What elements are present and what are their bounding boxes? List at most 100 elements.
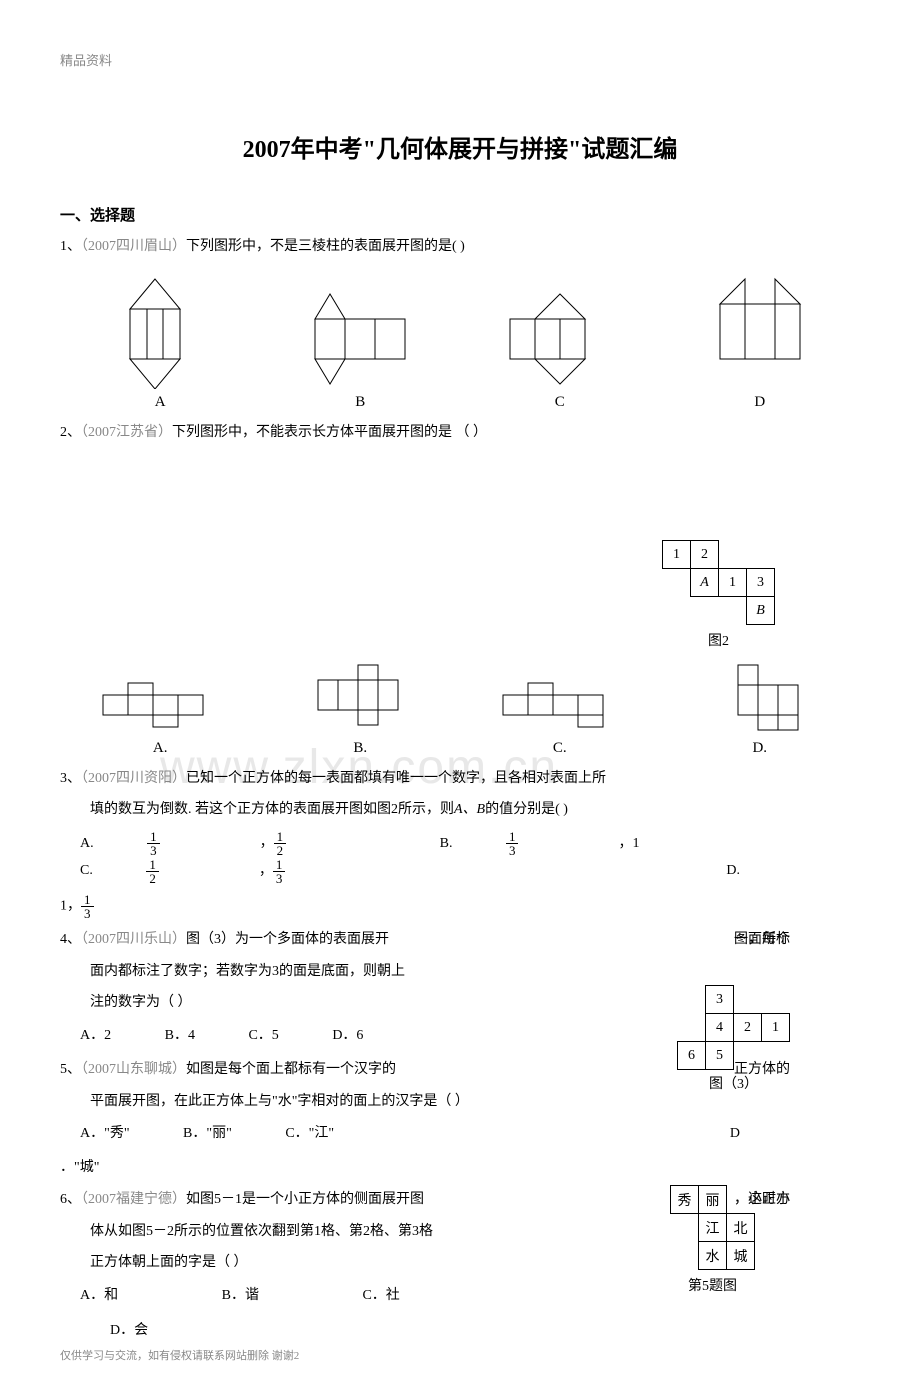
q6-line2: 体从如图5－2所示的位置依次翻到第1格、第2格、第3格 ，这时小	[90, 1220, 860, 1244]
label-b: B.	[353, 740, 367, 757]
cell: 1	[762, 1014, 790, 1042]
q3-optd-cont: 1，13	[60, 893, 860, 920]
cell: 4	[706, 1014, 734, 1042]
opt-c: C．社	[362, 1283, 399, 1310]
opt-d: D	[730, 1121, 740, 1148]
opt-b: B．4	[165, 1023, 195, 1050]
q1-labels: A B C D	[60, 394, 860, 411]
fig2: 1 2 A 1 3 B 图2	[662, 540, 775, 650]
q-text: 面内都标注了数字；若数字为3的面是底面，则朝上	[90, 964, 405, 979]
cell-empty	[691, 597, 719, 625]
q6-optd: D．会	[110, 1318, 860, 1345]
q-num: 1、	[60, 239, 81, 254]
q-source: （2007四川资阳）	[81, 771, 186, 786]
cell: 2	[734, 1014, 762, 1042]
opt-d: D．会	[110, 1318, 148, 1345]
q1: 1、（2007四川眉山）下列图形中，不是三棱柱的表面展开图的是( )	[60, 235, 860, 259]
q-text: 体从如图5－2所示的位置依次翻到第1格、第2格、第3格	[90, 1224, 433, 1239]
cell-empty	[719, 597, 747, 625]
q-text: 如图5－1是一个小正方体的侧面展开图	[186, 1192, 424, 1207]
opt-b: B. 13，1	[440, 830, 690, 857]
q-num: 3、	[60, 771, 81, 786]
cell: 2	[691, 541, 719, 569]
q3-options: A. 13，12 B. 13，1 C. 12，13 D.	[80, 830, 860, 885]
fig5-label: 第5题图	[670, 1275, 755, 1295]
opt-d: D．6	[332, 1023, 363, 1050]
q2-labels: A. B. C. D.	[60, 740, 860, 757]
q5-line2: 平面展开图，在此正方体上与"水"字相对的面上的汉字是（ ）	[90, 1090, 860, 1114]
footer-text: 仅供学习与交流，如有侵权请联系网站删除 谢谢	[60, 1350, 294, 1362]
q-text-r: ，这时小	[734, 1188, 790, 1212]
cell-empty	[719, 541, 747, 569]
opt-a: A．2	[80, 1023, 111, 1050]
label-d: D.	[752, 740, 767, 757]
q1-diagram-b	[295, 289, 415, 389]
fig2-label: 图2	[662, 630, 775, 650]
q2: 2、（2007江苏省）下列图形中，不能表示长方体平面展开图的是 （ ）	[60, 421, 860, 445]
cell: 1	[663, 541, 691, 569]
q-source: （2007山东聊城）	[81, 1062, 186, 1077]
label-d: D	[754, 394, 765, 411]
label-a: A	[155, 394, 166, 411]
q-num: 4、	[60, 932, 81, 947]
cell: 1	[719, 569, 747, 597]
q-num: 6、	[60, 1192, 81, 1207]
q2-diagrams	[60, 645, 860, 735]
q-text: 如图是每个面上都标有一个汉字的	[186, 1062, 396, 1077]
label-a: A.	[153, 740, 168, 757]
cell-empty	[663, 597, 691, 625]
q-text: 的值分别是( )	[485, 802, 568, 817]
q5-options: A．"秀" B．"丽" C．"江" D	[80, 1121, 860, 1148]
opt-b: B．谐	[222, 1283, 259, 1310]
q2-diagram-b	[308, 655, 428, 735]
opt-c: C．5	[248, 1023, 278, 1050]
q-text: 填的数互为倒数. 若这个正方体的表面展开图如图2所示，则	[90, 802, 454, 817]
q1-diagrams	[60, 269, 860, 389]
q2-diagram-c	[493, 675, 643, 735]
q-source: （2007江苏省）	[81, 425, 172, 440]
section-heading: 一、选择题	[60, 204, 860, 225]
opt-c: C. 12，13	[80, 858, 385, 885]
q2-diagram-a	[93, 675, 243, 735]
opt-c: C．"江"	[285, 1121, 334, 1148]
label-b: B	[355, 394, 365, 411]
footer-page: 2	[294, 1350, 300, 1362]
q4-line2: 面内都标注了数字；若数字为3的面是底面，则朝上 一面所标	[90, 960, 860, 984]
q1-diagram-a	[105, 274, 205, 389]
q-source: （2007福建宁德）	[81, 1192, 186, 1207]
q-text-r: 一面所标	[734, 928, 790, 952]
opt-b: B．"丽"	[183, 1121, 232, 1148]
opt-d: D.	[726, 858, 740, 885]
cell-empty	[663, 569, 691, 597]
q1-diagram-d	[705, 274, 815, 389]
q3-line2: 填的数互为倒数. 若这个正方体的表面展开图如图2所示，则A、B的值分别是( )	[90, 798, 860, 822]
q4-line3: 注的数字为（ ）	[90, 991, 860, 1015]
opt-a: A．"秀"	[80, 1121, 130, 1148]
page-footer: 仅供学习与交流，如有侵权请联系网站删除 谢谢2	[60, 1347, 299, 1363]
cell-empty	[678, 1014, 706, 1042]
opt-d-pre: 1，	[60, 899, 81, 914]
cell-empty	[747, 541, 775, 569]
q6-line3: 正方体朝上面的字是（ ）	[90, 1251, 860, 1275]
q-text: 下列图形中，不是三棱柱的表面展开图的是( )	[186, 239, 465, 254]
q-num: 2、	[60, 425, 81, 440]
q5: 5、（2007山东聊城）如图是每个面上都标有一个汉字的 正方体的	[60, 1058, 860, 1082]
label-c: C.	[553, 740, 567, 757]
q-vars: A、B	[454, 802, 485, 817]
q5-optd-cont: ．"城"	[60, 1156, 860, 1180]
q2-diagram-d	[708, 655, 828, 735]
page-title: 2007年中考"几何体展开与拼接"试题汇编	[60, 129, 860, 164]
q-text: 下列图形中，不能表示长方体平面展开图的是 （ ）	[172, 425, 487, 440]
q-text-r: 正方体的	[734, 1058, 790, 1082]
cell: B	[747, 597, 775, 625]
q-source: （2007四川眉山）	[81, 239, 186, 254]
opt-a: A．和	[80, 1283, 118, 1310]
label-c: C	[555, 394, 565, 411]
q-text: 已知一个正方体的每一表面都填有唯一一个数字，且各相对表面上所	[186, 771, 606, 786]
q-text: 图（3）为一个多面体的表面展开	[186, 932, 389, 947]
page-header: 精品资料	[60, 50, 860, 69]
q1-diagram-c	[505, 289, 615, 389]
cell: 3	[747, 569, 775, 597]
q3: 3、（2007四川资阳）已知一个正方体的每一表面都填有唯一一个数字，且各相对表面…	[60, 767, 860, 791]
opt-a: A. 13，12	[80, 830, 386, 857]
